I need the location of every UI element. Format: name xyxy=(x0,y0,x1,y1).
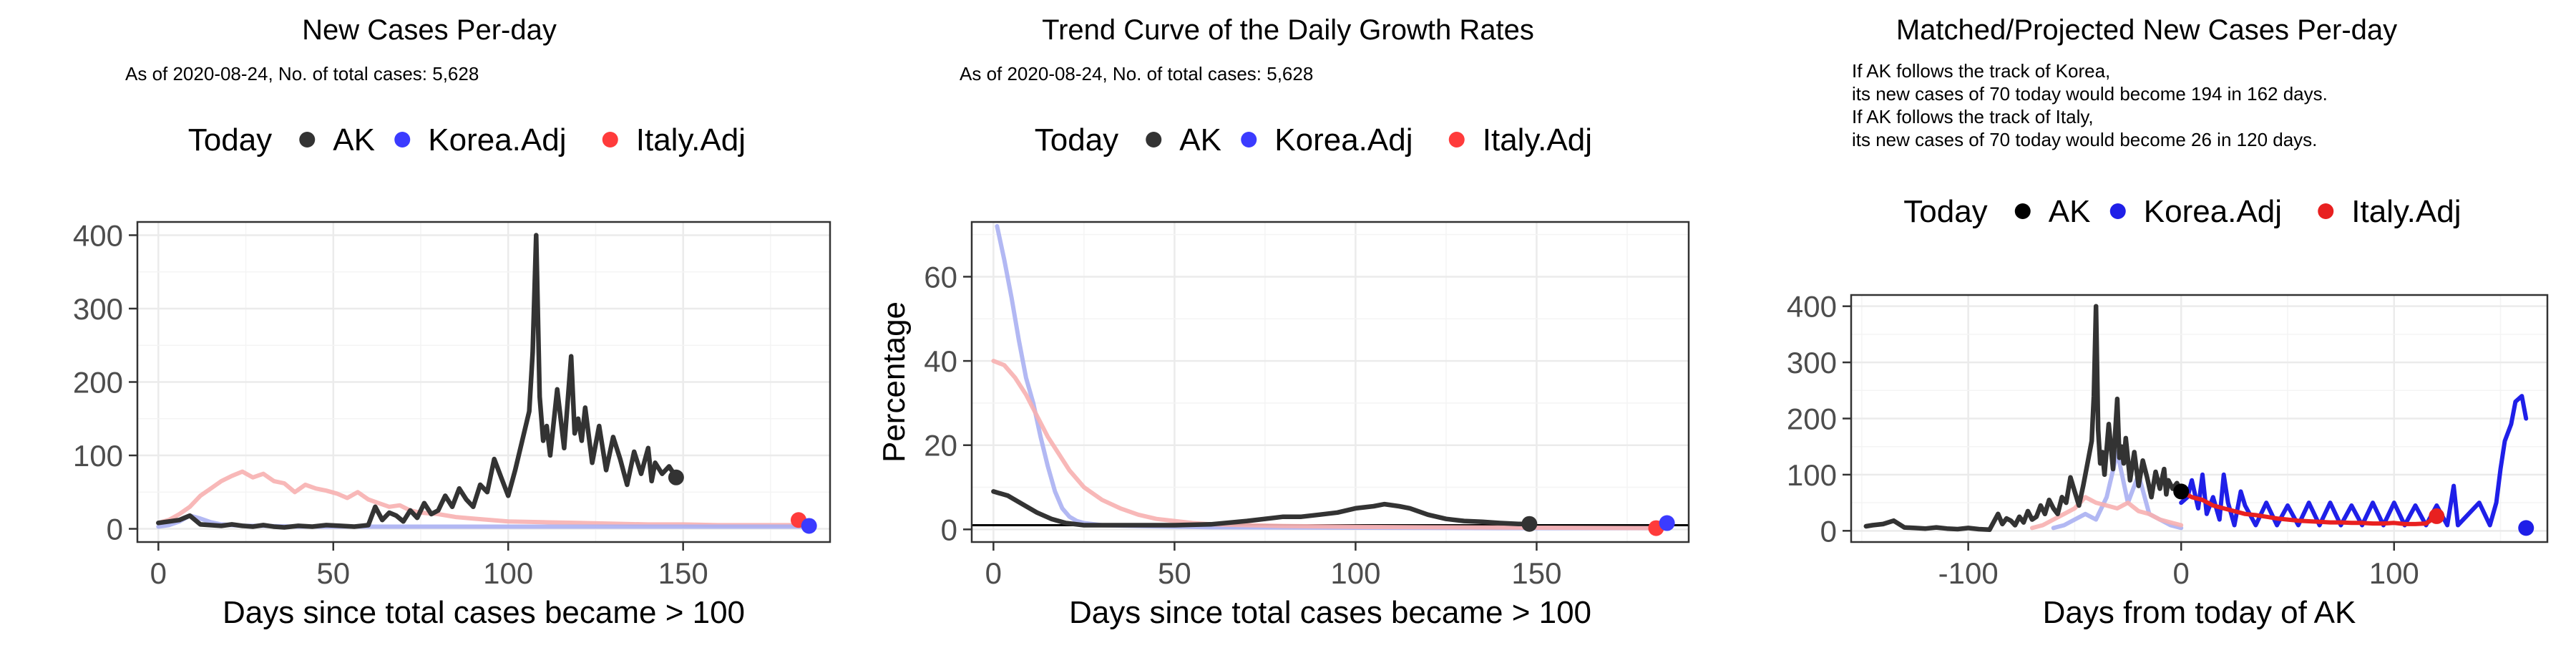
legend-key-dot xyxy=(1146,132,1162,148)
legend-title: Today xyxy=(188,122,272,158)
legend-label: Korea.Adj xyxy=(428,122,566,158)
legend-label: Korea.Adj xyxy=(1274,122,1413,158)
chart-panel-projected: Matched/Projected New Cases Per-day If AK… xyxy=(1717,0,2576,644)
y-tick-label: 20 xyxy=(924,429,957,463)
x-tick-label: 150 xyxy=(658,556,708,590)
today-point-ak xyxy=(1521,516,1538,532)
chart-note: If AK follows the track of Italy, xyxy=(1852,106,2094,127)
legend-key-dot xyxy=(2109,203,2126,219)
x-tick-label: -100 xyxy=(1938,556,1999,590)
y-tick-label: 100 xyxy=(73,439,123,473)
series-line-italy-projection xyxy=(2179,489,2439,526)
series-line-italy-faded xyxy=(991,359,1659,531)
series-group xyxy=(991,223,1669,531)
x-axis-title: Days from today of AK xyxy=(2043,595,2356,630)
legend-key-dot xyxy=(2014,203,2031,219)
chart-note: its new cases of 70 today would become 1… xyxy=(1852,83,2328,105)
legend-title: Today xyxy=(1035,122,1118,158)
x-tick-label: 150 xyxy=(1511,556,1561,590)
grid-lines xyxy=(972,222,1689,542)
chart-subtitle: As of 2020-08-24, No. of total cases: 5,… xyxy=(960,63,1313,84)
y-tick-label: 400 xyxy=(73,218,123,252)
series-line-ak xyxy=(991,489,1532,528)
legend-label: Korea.Adj xyxy=(2144,194,2282,229)
series-line-korea-faded xyxy=(156,513,811,529)
x-tick-label: 100 xyxy=(1330,556,1380,590)
y-tick-label: 200 xyxy=(73,366,123,400)
chart-legend: Today AK Korea.Adj Italy.Adj xyxy=(188,122,746,158)
legend-label: Italy.Adj xyxy=(636,122,746,158)
today-point-ak xyxy=(668,469,684,485)
chart-title: Matched/Projected New Cases Per-day xyxy=(1896,14,2397,46)
legend-key-dot xyxy=(299,132,316,148)
y-axis-title: Percentage xyxy=(877,301,912,463)
chart-growth-rates: Trend Curve of the Daily Growth Rates As … xyxy=(877,14,1690,630)
legend-label: AK xyxy=(333,122,375,158)
today-point-italy xyxy=(2429,508,2445,524)
chart-title: Trend Curve of the Daily Growth Rates xyxy=(1042,14,1534,46)
x-axis-title: Days since total cases became > 100 xyxy=(1069,595,1591,630)
y-tick-label: 100 xyxy=(1787,458,1837,492)
series-line-italy-faded xyxy=(156,469,801,528)
chart-panel-growth-rates: Trend Curve of the Daily Growth Rates As … xyxy=(859,0,1717,644)
series-line-ak xyxy=(156,233,679,530)
legend-key-dot xyxy=(1448,132,1465,148)
y-tick-label: 0 xyxy=(107,513,123,546)
series-line-korea-faded xyxy=(995,223,1669,531)
y-tick-label: 0 xyxy=(1820,514,1837,548)
series-line-ak xyxy=(1863,304,2184,533)
legend-title: Today xyxy=(1903,194,1987,229)
chart-title: New Cases Per-day xyxy=(302,14,557,46)
series-group xyxy=(156,233,811,530)
y-tick-label: 400 xyxy=(1787,290,1837,324)
series-line-italy-faded xyxy=(2029,495,2184,531)
chart-legend: Today AK Korea.Adj Italy.Adj xyxy=(1903,194,2461,229)
y-tick-label: 300 xyxy=(73,292,123,326)
y-tick-label: 200 xyxy=(1787,402,1837,436)
series-line-korea-projection xyxy=(2179,394,2529,528)
x-axis-title: Days since total cases became > 100 xyxy=(223,595,745,630)
legend-label: Italy.Adj xyxy=(2351,194,2461,229)
grid-lines xyxy=(137,222,830,542)
legend-label: AK xyxy=(2049,194,2091,229)
x-tick-label: 0 xyxy=(2173,556,2190,590)
grid-lines xyxy=(1851,295,2547,542)
today-point-ak xyxy=(2173,483,2190,500)
chart-new-cases: New Cases Per-day As of 2020-08-24, No. o… xyxy=(73,14,831,630)
today-point-korea xyxy=(1659,515,1675,531)
chart-note: its new cases of 70 today would become 2… xyxy=(1852,129,2317,150)
chart-projected: Matched/Projected New Cases Per-day If AK… xyxy=(1787,14,2549,630)
x-tick-label: 50 xyxy=(316,556,350,590)
y-tick-label: 40 xyxy=(924,344,957,378)
legend-key-dot xyxy=(394,132,411,148)
legend-key-dot xyxy=(602,132,618,148)
legend-key-dot xyxy=(1241,132,1257,148)
x-tick-label: 100 xyxy=(2369,556,2419,590)
legend-key-dot xyxy=(2318,203,2334,219)
legend-label: Italy.Adj xyxy=(1483,122,1592,158)
today-point-korea xyxy=(2518,520,2534,536)
series-group xyxy=(1863,304,2529,533)
chart-panel-new-cases: New Cases Per-day As of 2020-08-24, No. o… xyxy=(0,0,859,644)
y-tick-label: 300 xyxy=(1787,346,1837,379)
plot-border xyxy=(970,221,1690,543)
x-tick-label: 0 xyxy=(150,556,167,590)
x-tick-label: 0 xyxy=(985,556,1002,590)
today-point-korea xyxy=(801,518,817,534)
y-tick-label: 0 xyxy=(941,513,957,546)
y-tick-label: 60 xyxy=(924,260,957,294)
chart-note: If AK follows the track of Korea, xyxy=(1852,60,2110,82)
chart-legend: Today AK Korea.Adj Italy.Adj xyxy=(1035,122,1592,158)
chart-subtitle: As of 2020-08-24, No. of total cases: 5,… xyxy=(125,63,479,84)
x-tick-label: 100 xyxy=(483,556,533,590)
x-tick-label: 50 xyxy=(1158,556,1191,590)
legend-label: AK xyxy=(1179,122,1221,158)
